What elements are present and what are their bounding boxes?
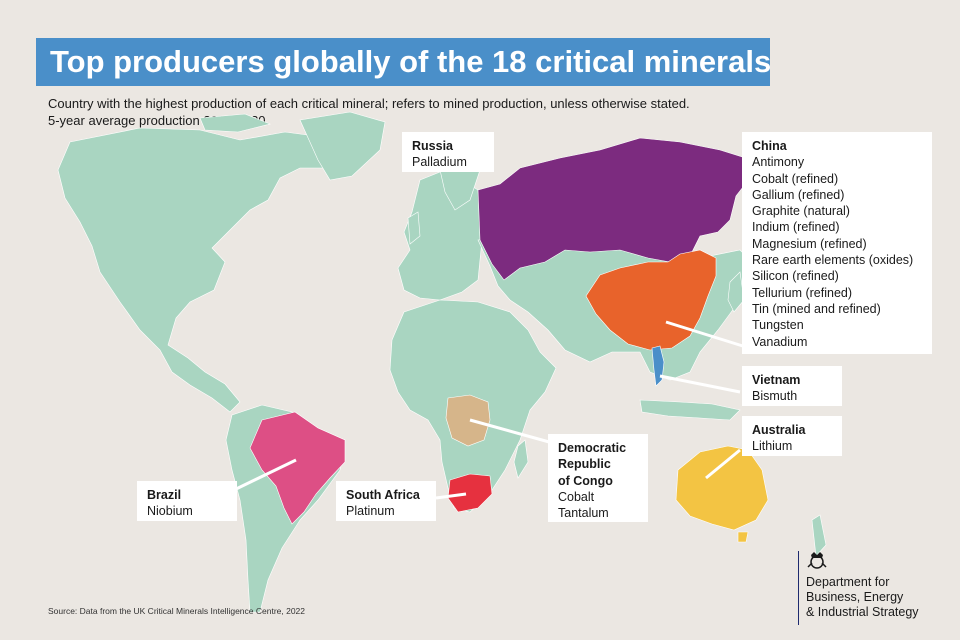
north-america-land [57, 127, 356, 413]
leader-south-africa [435, 492, 467, 500]
south-africa-region [447, 473, 493, 513]
country-vietnam: Vietnam [752, 373, 801, 387]
mineral-china-0: Antimony [752, 155, 805, 170]
japan-land [727, 271, 745, 313]
dept-line-0: Department for [806, 575, 890, 589]
leader-vietnam [659, 374, 741, 394]
drc-region [445, 394, 491, 447]
mineral-australia-0: Lithium [752, 439, 793, 454]
label-brazil: Brazil Niobium [137, 481, 237, 521]
mineral-china-11: Vanadium [752, 334, 808, 349]
dept-line-2: & Industrial Strategy [806, 605, 919, 619]
china-region [585, 249, 717, 351]
royal-crest-icon [807, 552, 827, 569]
country-russia: Russia [412, 139, 453, 153]
label-vietnam: Vietnam Bismuth [742, 366, 842, 406]
country-drc-line-0: Democratic [558, 441, 627, 455]
leader-drc [469, 418, 561, 447]
australia-region [675, 445, 769, 531]
leader-australia [705, 448, 741, 480]
mineral-vietnam-0: Bismuth [752, 389, 798, 404]
uk-land [407, 211, 421, 245]
dept-divider [798, 551, 799, 625]
country-brazil: Brazil [147, 488, 182, 502]
country-south-africa: South Africa [346, 488, 420, 502]
label-drc: Democratic Republic of Congo Cobalt Tant… [548, 434, 648, 522]
subtitle-line-1: Country with the highest production of e… [48, 96, 690, 111]
new-zealand-land [811, 514, 827, 557]
tasmania-region [737, 531, 749, 543]
label-china: China Antimony Cobalt (refined) Gallium … [742, 132, 932, 354]
se-asia-islands-land [639, 399, 741, 421]
mineral-china-2: Gallium (refined) [752, 187, 845, 202]
russia-region [477, 137, 753, 281]
mineral-drc-1: Tantalum [558, 506, 609, 521]
country-china: China [752, 139, 787, 153]
brazil-region [249, 411, 346, 525]
country-drc-line-1: Republic [558, 457, 611, 472]
mineral-china-4: Indium (refined) [752, 220, 840, 235]
mineral-china-1: Cobalt (refined) [752, 171, 839, 186]
label-russia: Russia Palladium [402, 132, 494, 172]
mineral-china-8: Tellurium (refined) [752, 285, 853, 300]
dept-line-1: Business, Energy [806, 590, 904, 604]
mineral-china-3: Graphite (natural) [752, 204, 850, 219]
label-south-africa: South Africa Platinum [336, 481, 436, 521]
label-australia: Australia Lithium [742, 416, 842, 456]
mineral-china-7: Silicon (refined) [752, 269, 839, 284]
source-note: Source: Data from the UK Critical Minera… [48, 606, 306, 616]
greenland-land [299, 111, 386, 181]
mineral-drc-0: Cobalt [558, 489, 595, 504]
mineral-south-africa-0: Platinum [346, 504, 395, 519]
mineral-china-5: Magnesium (refined) [752, 236, 867, 251]
mineral-china-9: Tin (mined and refined) [752, 301, 881, 316]
mineral-brazil-0: Niobium [147, 504, 193, 519]
country-drc-line-2: of Congo [558, 473, 613, 488]
map-title: Top producers globally of the 18 critica… [36, 38, 771, 86]
arctic-islands-land [199, 113, 271, 133]
mineral-china-10: Tungsten [752, 318, 804, 333]
mineral-china-6: Rare earth elements (oxides) [752, 253, 914, 268]
madagascar-land [513, 439, 529, 479]
department-name: Department for Business, Energy & Indust… [806, 575, 919, 620]
leader-brazil [233, 458, 297, 492]
country-australia: Australia [752, 423, 806, 437]
mineral-russia-0: Palladium [412, 155, 467, 170]
